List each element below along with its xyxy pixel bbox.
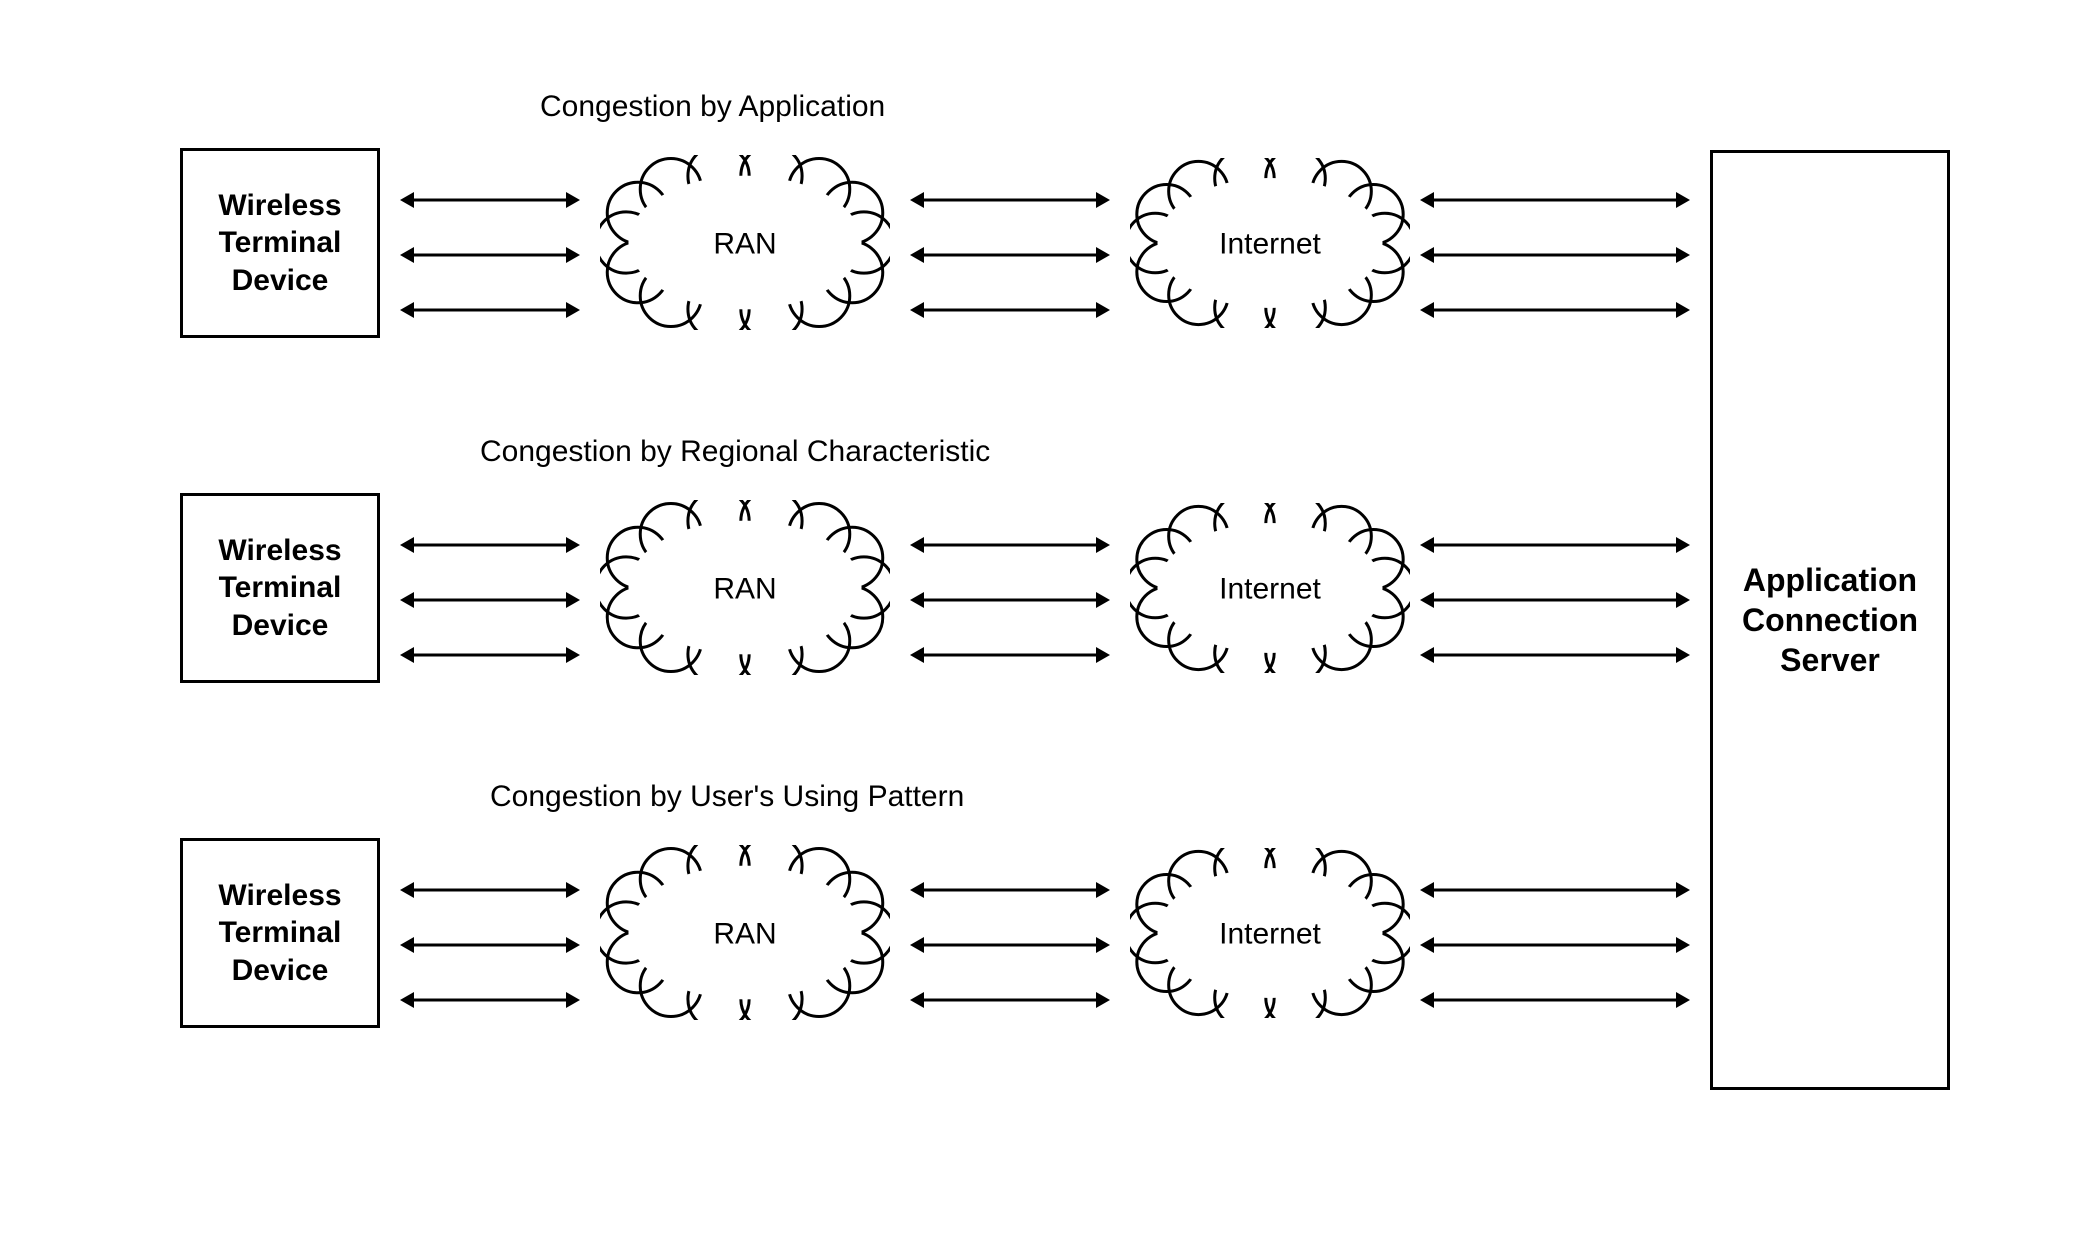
row-title: Congestion by Application: [540, 90, 885, 124]
arrow-internet-server: [1420, 190, 1690, 210]
device-label: WirelessTerminalDevice: [218, 187, 341, 300]
arrow-device-ran: [400, 535, 580, 555]
ran-label: RAN: [600, 572, 890, 606]
row-title: Congestion by Regional Characteristic: [480, 435, 990, 469]
arrow-ran-internet: [910, 590, 1110, 610]
arrow-internet-server: [1420, 590, 1690, 610]
arrow-device-ran: [400, 300, 580, 320]
row-title: Congestion by User's Using Pattern: [490, 780, 964, 814]
arrow-device-ran: [400, 190, 580, 210]
ran-cloud: RAN: [600, 155, 890, 330]
internet-label: Internet: [1130, 918, 1410, 952]
arrow-device-ran: [400, 990, 580, 1010]
server-label: ApplicationConnectionServer: [1742, 560, 1918, 680]
wireless-terminal-device-box: WirelessTerminalDevice: [180, 838, 380, 1028]
arrow-ran-internet: [910, 990, 1110, 1010]
diagram-canvas: ApplicationConnectionServer Congestion by…: [0, 0, 2077, 1240]
arrow-internet-server: [1420, 880, 1690, 900]
arrow-device-ran: [400, 590, 580, 610]
wireless-terminal-device-box: WirelessTerminalDevice: [180, 493, 380, 683]
arrow-internet-server: [1420, 535, 1690, 555]
arrow-ran-internet: [910, 880, 1110, 900]
arrow-ran-internet: [910, 935, 1110, 955]
arrow-ran-internet: [910, 535, 1110, 555]
arrow-device-ran: [400, 880, 580, 900]
arrow-internet-server: [1420, 300, 1690, 320]
arrow-ran-internet: [910, 645, 1110, 665]
device-label: WirelessTerminalDevice: [218, 877, 341, 990]
internet-label: Internet: [1130, 228, 1410, 262]
arrow-device-ran: [400, 645, 580, 665]
arrow-ran-internet: [910, 190, 1110, 210]
arrow-ran-internet: [910, 245, 1110, 265]
arrow-internet-server: [1420, 990, 1690, 1010]
internet-cloud: Internet: [1130, 158, 1410, 328]
ran-label: RAN: [600, 227, 890, 261]
device-label: WirelessTerminalDevice: [218, 532, 341, 645]
internet-cloud: Internet: [1130, 503, 1410, 673]
application-connection-server-box: ApplicationConnectionServer: [1710, 150, 1950, 1090]
arrow-internet-server: [1420, 645, 1690, 665]
internet-cloud: Internet: [1130, 848, 1410, 1018]
arrow-internet-server: [1420, 935, 1690, 955]
arrow-ran-internet: [910, 300, 1110, 320]
arrow-internet-server: [1420, 245, 1690, 265]
internet-label: Internet: [1130, 573, 1410, 607]
ran-cloud: RAN: [600, 845, 890, 1020]
ran-label: RAN: [600, 917, 890, 951]
arrow-device-ran: [400, 935, 580, 955]
ran-cloud: RAN: [600, 500, 890, 675]
arrow-device-ran: [400, 245, 580, 265]
wireless-terminal-device-box: WirelessTerminalDevice: [180, 148, 380, 338]
